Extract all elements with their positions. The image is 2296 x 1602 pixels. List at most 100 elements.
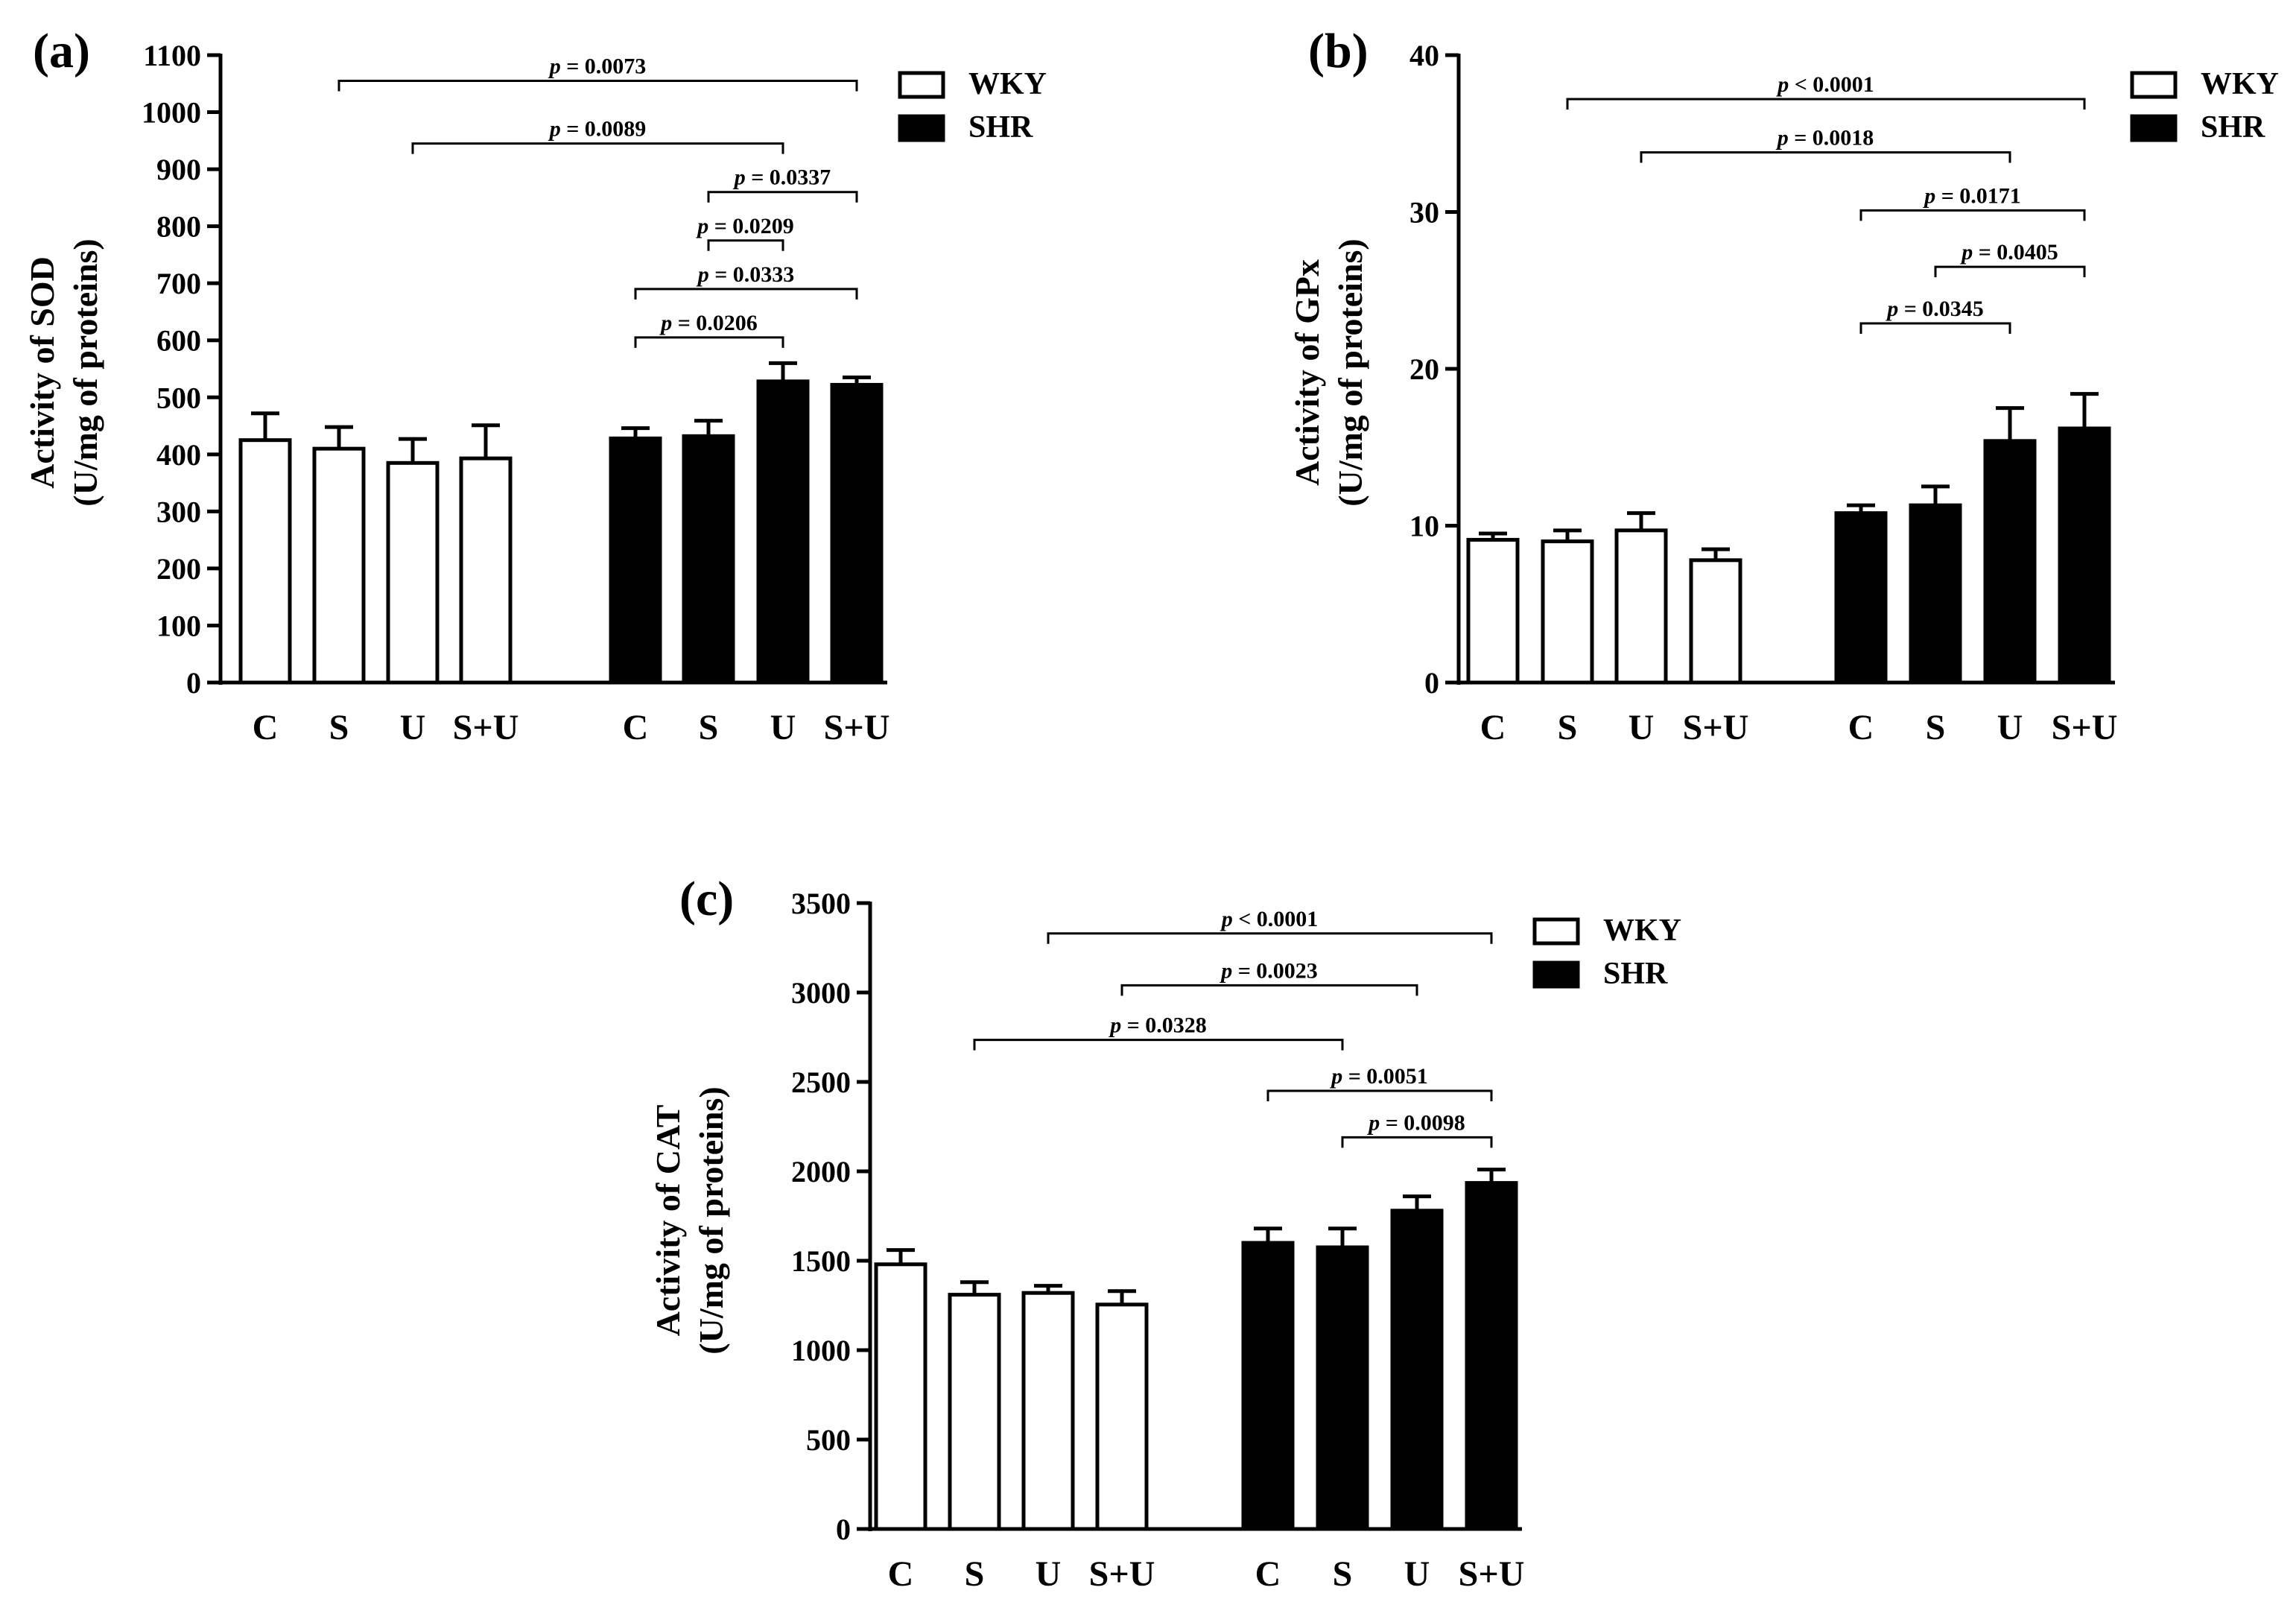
panel-cat: (c) Activity of CAT (U/mg of proteins) W… <box>649 872 1681 1594</box>
bracket-line <box>411 142 784 154</box>
bracket-line <box>1566 98 2086 110</box>
y-tick-label: 600 <box>156 324 201 358</box>
panel-label-a: (a) <box>33 24 90 78</box>
p-value-label: p < 0.0001 <box>1220 907 1319 931</box>
p-value-label: p = 0.0345 <box>1885 297 1984 321</box>
significance-bracket: p = 0.0018 <box>1640 126 2011 163</box>
legend-c: WKY SHR <box>1532 914 1681 991</box>
x-category-label: S <box>699 708 719 747</box>
y-tick-label: 300 <box>156 495 201 528</box>
bar-wky-s <box>312 446 366 685</box>
bar-wky-u <box>1614 528 1668 685</box>
y-axis-title-sod: Activity of SOD <box>23 256 61 489</box>
bar-shr-c <box>1241 1241 1295 1531</box>
significance-bracket: p = 0.0089 <box>411 117 784 154</box>
significance-bracket: p = 0.0206 <box>634 311 784 348</box>
p-value-label: p = 0.0089 <box>548 117 647 142</box>
y-axis-title-gpx: Activity of GPx <box>1288 259 1326 486</box>
legend-label-shr: SHR <box>968 110 1033 145</box>
bracket-line <box>1859 209 2086 221</box>
y-tick-label: 500 <box>156 381 201 414</box>
bar-wky-c <box>1466 537 1520 685</box>
bar-wky-splusu <box>459 456 513 685</box>
legend-label-wky: WKY <box>2201 67 2279 101</box>
bracket-line <box>707 191 858 203</box>
p-value-label: p = 0.0018 <box>1775 126 1874 151</box>
y-tick-label: 500 <box>806 1423 851 1457</box>
significance-bracket: p = 0.0345 <box>1859 297 2011 334</box>
x-category-label: U <box>1404 1554 1430 1594</box>
panel-sod: (a) Activity of SOD (U/mg of proteins) W… <box>23 24 1047 747</box>
bar-shr-s <box>1316 1245 1369 1531</box>
x-category-label: U <box>1629 708 1655 747</box>
x-category-label: C <box>253 708 279 747</box>
significance-bracket: p < 0.0001 <box>1566 72 2086 110</box>
bar-shr-splusu <box>2058 426 2111 685</box>
y-tick-label: 800 <box>156 210 201 244</box>
p-value-label: p < 0.0001 <box>1775 72 1874 97</box>
significance-bracket: p = 0.0051 <box>1266 1064 1493 1101</box>
p-value-label: p = 0.0098 <box>1366 1110 1465 1135</box>
bar-wky-c <box>874 1262 927 1531</box>
y-tick-label: 2000 <box>791 1155 851 1188</box>
bracket-line <box>1640 151 2011 163</box>
bracket-line <box>707 239 784 251</box>
bar-shr-u <box>756 379 810 685</box>
p-value-label: p = 0.0206 <box>659 311 758 335</box>
p-value-label: p = 0.0051 <box>1329 1064 1428 1089</box>
x-category-label: S+U <box>1459 1554 1525 1594</box>
bar-wky-u <box>386 460 440 685</box>
y-tick-label: 0 <box>186 666 201 700</box>
y-axis-title-cat: Activity of CAT <box>649 1105 687 1337</box>
y-tick-label: 40 <box>1409 39 1439 72</box>
bar-shr-s <box>682 434 735 685</box>
legend-swatch-shr <box>2130 114 2178 142</box>
bracket-line <box>634 336 784 348</box>
y-tick-label: 200 <box>156 552 201 586</box>
y-tick-label: 10 <box>1409 510 1439 543</box>
significance-bracket: p = 0.0209 <box>695 214 794 251</box>
bar-shr-s <box>1909 503 1962 685</box>
legend-label-shr: SHR <box>2201 110 2265 145</box>
bar-shr-c <box>609 436 662 685</box>
y-tick-label: 20 <box>1409 352 1439 386</box>
bracket-line <box>1934 265 2086 278</box>
y-axis-units-sod: (U/mg of proteins) <box>66 238 104 506</box>
y-tick-label: 3500 <box>791 887 851 920</box>
bar-shr-c <box>1834 511 1888 685</box>
bar-wky-c <box>238 438 292 685</box>
bar-shr-u <box>1983 439 2037 685</box>
y-tick-label: 0 <box>1424 666 1439 700</box>
bracket-line <box>1047 932 1493 944</box>
y-tick-label: 1500 <box>791 1244 851 1278</box>
p-value-label: p = 0.0209 <box>695 214 794 238</box>
y-axis-units-gpx: (U/mg of proteins) <box>1331 238 1369 506</box>
p-value-label: p = 0.0405 <box>1959 240 2058 265</box>
panel-label-c: (c) <box>679 872 734 926</box>
p-value-label: p = 0.0328 <box>1108 1013 1207 1038</box>
x-category-label: C <box>888 1554 914 1594</box>
significance-bracket: p = 0.0073 <box>337 54 858 92</box>
legend-swatch-wky <box>898 71 945 99</box>
legend-label-wky: WKY <box>1603 914 1681 948</box>
bracket-line <box>1341 1136 1493 1148</box>
bar-shr-splusu <box>1465 1181 1518 1531</box>
legend-label-shr: SHR <box>1603 957 1668 991</box>
bracket-line <box>973 1039 1344 1051</box>
bar-wky-s <box>1541 539 1594 685</box>
x-category-label: U <box>1036 1554 1062 1594</box>
x-category-label: U <box>770 708 796 747</box>
x-category-label: U <box>400 708 426 747</box>
significance-bracket: p = 0.0405 <box>1934 240 2086 278</box>
bar-wky-u <box>1021 1291 1075 1531</box>
plot-area-b: 0 10 20 30 40 C S U S+U C S U S+U p < 0.0001 p = 0.001… <box>1409 39 2117 747</box>
bar-wky-splusu <box>1689 558 1742 685</box>
legend-swatch-wky <box>2130 71 2178 99</box>
legend-b: WKY SHR <box>2130 67 2279 145</box>
significance-bracket: p = 0.0333 <box>634 262 858 300</box>
x-category-label: S+U <box>453 708 519 747</box>
legend-swatch-wky <box>1532 917 1580 946</box>
legend-a: WKY SHR <box>898 67 1047 145</box>
